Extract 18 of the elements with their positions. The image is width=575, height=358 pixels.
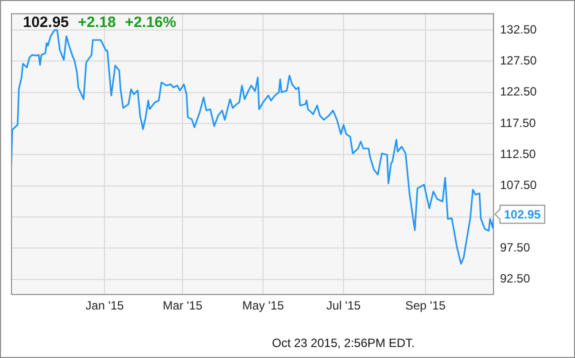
y-tick-label: 127.50: [500, 54, 538, 68]
y-tick-label: 132.50: [500, 22, 538, 36]
annotation: +2.16%: [124, 14, 176, 31]
y-tick-label: 117.50: [500, 116, 536, 130]
y-tick-label: 92.50: [500, 272, 530, 286]
y-tick-label: 107.50: [500, 178, 538, 192]
x-tick-label: Jul '15: [326, 298, 362, 313]
annotation: 102.95: [504, 208, 542, 222]
x-tick-label: Mar '15: [162, 298, 203, 313]
x-tick-label: May '15: [242, 298, 284, 313]
text: Oct 23 2015, 2:56PM EDT.: [272, 336, 415, 350]
y-tick-label: 97.50: [500, 240, 530, 255]
y-tick-label: 112.50: [500, 147, 536, 162]
x-tick-label: Jan '15: [86, 298, 124, 313]
annotation: 102.95: [23, 14, 69, 31]
y-tick-label: 122.50: [500, 84, 538, 99]
annotation: +2.18: [78, 14, 116, 31]
x-tick-label: Sep '15: [405, 298, 446, 313]
